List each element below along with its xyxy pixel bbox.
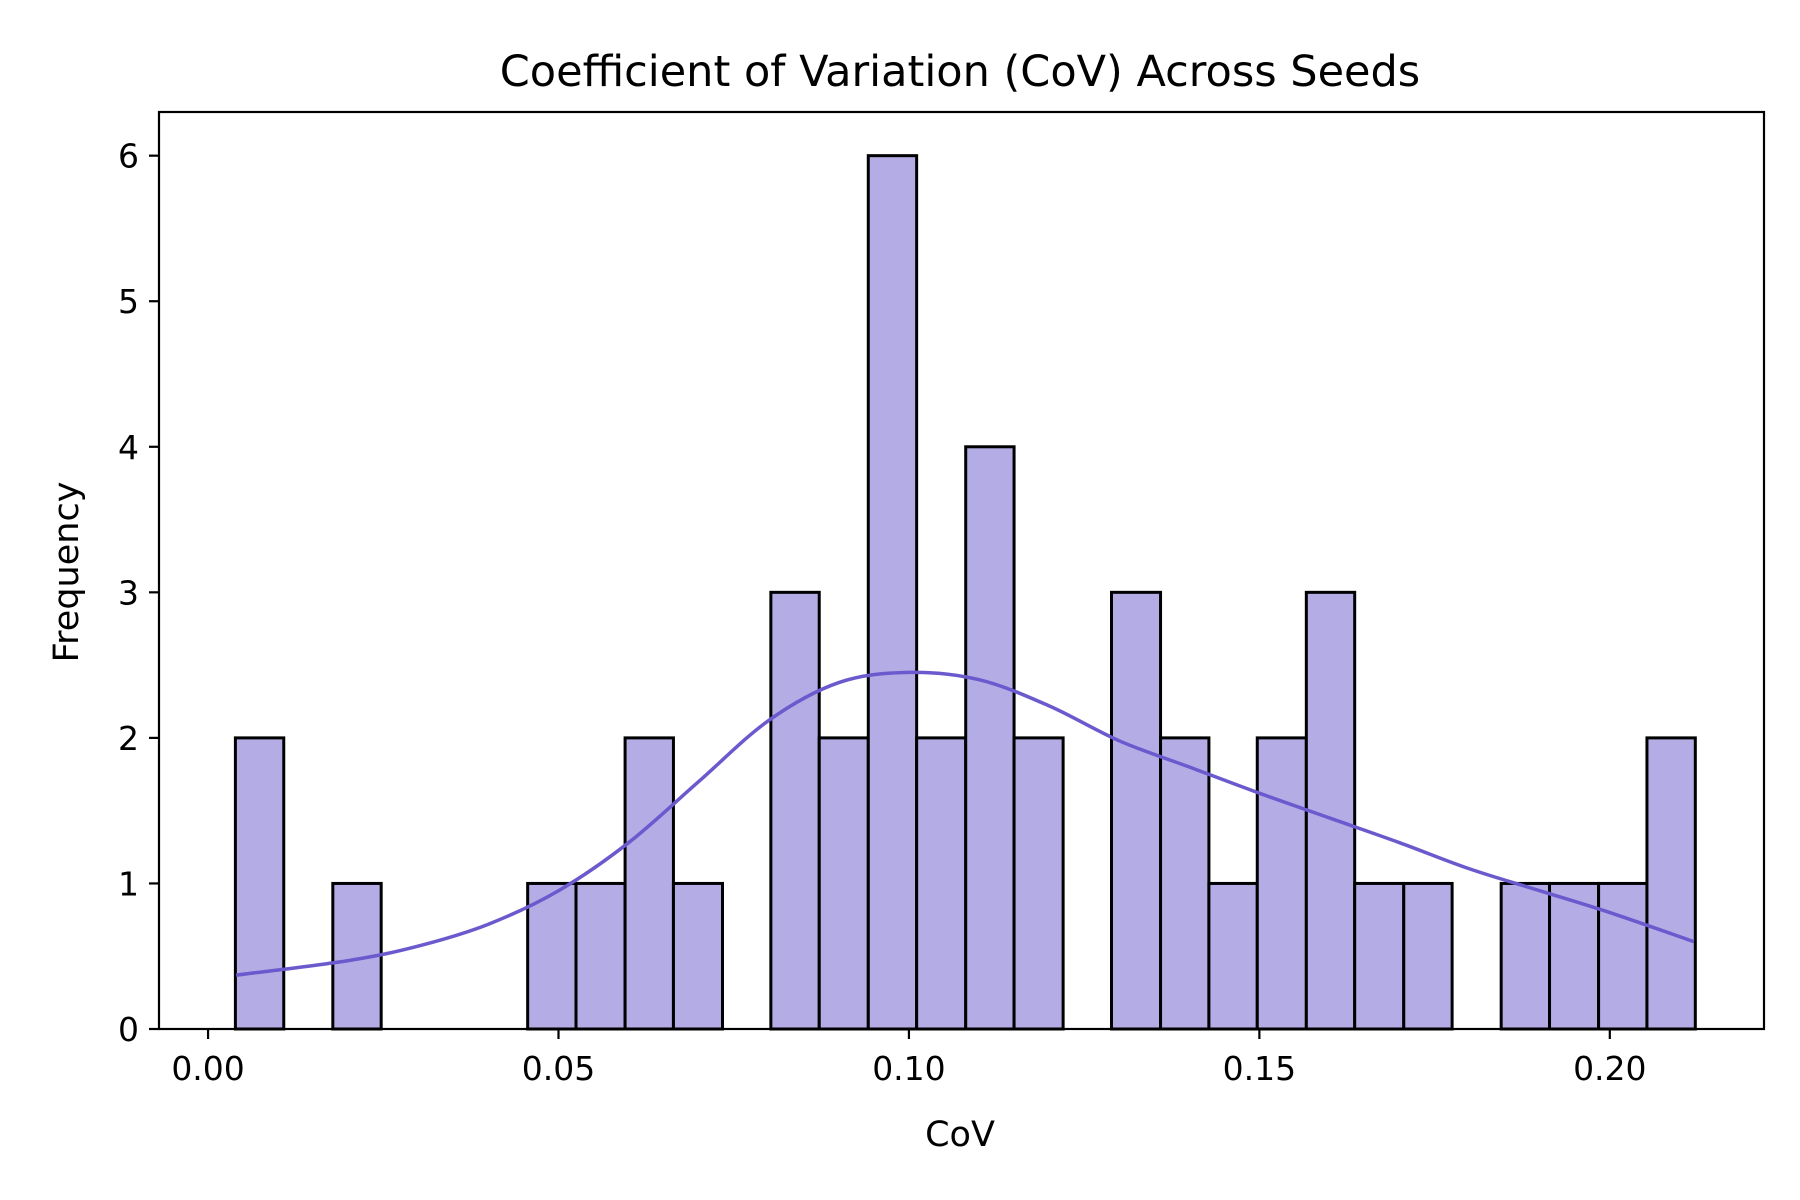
histogram-bar bbox=[1597, 881, 1649, 1031]
histogram-bar bbox=[574, 881, 627, 1031]
histogram-bar bbox=[964, 445, 1016, 1031]
bars-group bbox=[233, 154, 1697, 1031]
histogram-bar bbox=[915, 736, 968, 1031]
x-axis-label: CoV bbox=[925, 1115, 995, 1155]
histogram-bar bbox=[1499, 881, 1552, 1031]
kde-line bbox=[235, 670, 1695, 977]
histogram-bar bbox=[1402, 881, 1454, 1031]
y-tick-label: 3 bbox=[118, 573, 139, 612]
histogram-bar bbox=[623, 736, 675, 1031]
x-tick-label: 0.20 bbox=[1573, 1049, 1646, 1088]
y-axis-label: Frequency bbox=[47, 482, 87, 663]
x-tick-label: 0.10 bbox=[872, 1049, 945, 1088]
histogram-bar bbox=[817, 736, 870, 1031]
histogram-bar bbox=[1012, 736, 1065, 1031]
histogram-bar bbox=[1645, 736, 1697, 1031]
y-tick-label: 5 bbox=[118, 282, 139, 321]
y-tick-label: 6 bbox=[118, 137, 139, 176]
histogram-bar bbox=[1255, 736, 1308, 1031]
histogram-bar bbox=[1207, 881, 1259, 1031]
y-tick-label: 1 bbox=[118, 864, 139, 903]
x-tick-label: 0.15 bbox=[1223, 1049, 1296, 1088]
y-tick-label: 0 bbox=[118, 1010, 139, 1049]
y-tick-label: 2 bbox=[118, 719, 139, 758]
y-tick-label: 4 bbox=[118, 428, 139, 467]
histogram-bar bbox=[1353, 881, 1406, 1031]
histogram-bar bbox=[233, 736, 286, 1031]
plot-frame bbox=[157, 110, 1766, 1031]
x-tick-label: 0.05 bbox=[522, 1049, 595, 1088]
histogram-bar bbox=[671, 881, 725, 1031]
x-axis: 0.00 0.05 0.10 0.15 0.20 bbox=[171, 1029, 1647, 1088]
histogram-bar bbox=[769, 590, 821, 1031]
x-tick-label: 0.00 bbox=[171, 1049, 244, 1088]
chart-title: Coefficient of Variation (CoV) Across Se… bbox=[500, 47, 1420, 97]
histogram-bar bbox=[1109, 590, 1163, 1031]
y-axis: 0 1 2 3 4 5 6 bbox=[118, 137, 159, 1049]
histogram-bar bbox=[866, 154, 919, 1031]
histogram-bar bbox=[1159, 736, 1211, 1031]
